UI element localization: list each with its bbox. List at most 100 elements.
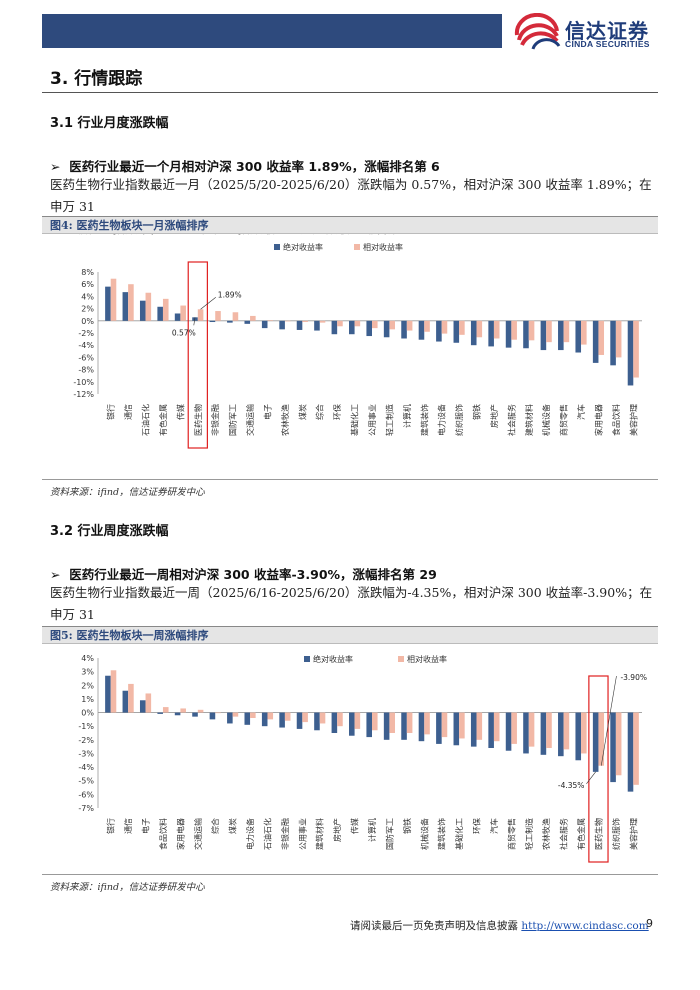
category-label: 基础化工 <box>350 404 360 436</box>
weekly-para-line1: 医药生物行业指数最近一周（2025/6/16-2025/6/20）涨跌幅为-4.… <box>50 585 653 622</box>
monthly-bullet: ➢ 医药行业最近一个月相对沪深 300 收益率 1.89%，涨幅排名第 6 <box>50 156 440 175</box>
bar-absolute <box>453 320 460 343</box>
legend-swatch <box>274 244 280 250</box>
bar-absolute <box>139 300 146 321</box>
bar-relative <box>302 320 308 323</box>
category-label: 电力设备 <box>437 404 447 436</box>
bar-absolute <box>279 712 285 728</box>
category-label: 社会服务 <box>506 404 516 436</box>
bar-absolute <box>296 320 303 330</box>
y-tick-label: -2% <box>78 329 94 338</box>
category-label: 汽车 <box>489 818 499 834</box>
bar-absolute <box>592 712 599 772</box>
bar-absolute <box>209 320 216 323</box>
logo-text-cn: 信达证券 <box>565 19 649 43</box>
annotation-leader <box>586 771 596 785</box>
weekly-bar-chart: 绝对收益率 相对收益率 4% 3% 2% 1% 0% -1% -2% -3% -4% -5% -6% -7… <box>78 654 647 863</box>
bar-absolute <box>366 320 372 337</box>
section-title: 3. 行情跟踪 <box>50 69 143 89</box>
bar-absolute <box>488 320 494 347</box>
bar-absolute <box>558 712 564 757</box>
annotation-absolute: -4.35% <box>558 781 585 790</box>
bar-absolute <box>157 712 163 714</box>
bar-absolute <box>139 700 146 713</box>
bar-absolute <box>157 306 163 321</box>
bar-relative <box>284 712 291 721</box>
bar-relative <box>581 712 587 754</box>
y-tick-label: 1% <box>81 695 94 704</box>
weekly-bullet: ➢ 医药行业最近一周相对沪深 300 收益率-3.90%，涨幅排名第 29 <box>50 564 437 583</box>
category-label: 煤炭 <box>297 404 307 420</box>
y-tick-label: 6% <box>81 280 94 289</box>
bar-absolute <box>470 712 477 747</box>
y-tick-label: -10% <box>73 378 94 387</box>
bar-relative <box>267 320 274 321</box>
annotation-relative: -3.90% <box>620 673 647 682</box>
category-label: 家用电器 <box>175 818 185 850</box>
bar-absolute <box>261 320 268 329</box>
category-label: 商贸零售 <box>559 404 569 436</box>
section-divider <box>42 92 658 93</box>
footer-link[interactable]: http://www.cindasc.com <box>521 920 649 932</box>
bar-relative <box>459 320 465 335</box>
category-label: 煤炭 <box>228 818 238 834</box>
bar-absolute <box>523 320 529 349</box>
bar-absolute <box>296 712 303 729</box>
bar-relative <box>145 292 152 321</box>
category-label: 食品饮料 <box>611 404 621 436</box>
y-tick-label: -1% <box>78 722 94 731</box>
company-logo: 信达证券 CINDA SECURITIES <box>513 12 688 53</box>
bar-absolute <box>540 320 547 351</box>
y-tick-label: -4% <box>78 763 94 772</box>
category-label: 商贸零售 <box>506 818 516 850</box>
bar-relative <box>250 712 256 718</box>
bar-relative <box>145 693 152 713</box>
bar-relative <box>563 320 570 343</box>
bar-relative <box>302 712 308 723</box>
bar-absolute <box>627 712 634 792</box>
bar-absolute <box>575 712 582 761</box>
weekly-figure-caption: 图5: 医药生物板块一周涨幅排序 <box>42 626 658 644</box>
bar-relative <box>476 320 483 338</box>
category-label: 通信 <box>123 818 133 834</box>
bar-absolute <box>105 286 111 321</box>
y-tick-label: -6% <box>78 790 94 799</box>
bar-relative <box>232 712 239 717</box>
bar-absolute <box>244 712 251 725</box>
category-label: 美容护理 <box>628 818 638 850</box>
bar-relative <box>563 712 570 750</box>
y-tick-label: -6% <box>78 353 94 362</box>
footer-disclaimer: 请阅读最后一页免责声明及信息披露 http://www.cindasc.com <box>350 918 649 933</box>
footer-text: 请阅读最后一页免责声明及信息披露 <box>350 920 518 932</box>
category-label: 农林牧渔 <box>541 818 551 850</box>
bar-absolute <box>314 320 320 331</box>
y-tick-label: 3% <box>81 668 94 677</box>
bar-absolute <box>209 712 216 720</box>
bar-relative <box>581 320 587 345</box>
bar-absolute <box>401 712 407 740</box>
category-label: 有色金属 <box>158 404 168 436</box>
bar-absolute <box>122 690 129 713</box>
monthly-bullet-text: 医药行业最近一个月相对沪深 300 收益率 1.89%，涨幅排名第 6 <box>69 159 440 174</box>
bar-relative <box>197 309 204 321</box>
bar-relative <box>546 320 552 343</box>
category-label: 汽车 <box>576 404 586 420</box>
bar-absolute <box>610 712 616 783</box>
bar-relative <box>180 708 186 713</box>
highlight-box <box>588 675 609 863</box>
category-label: 计算机 <box>402 404 412 428</box>
logo-emblem-icon <box>514 12 561 50</box>
category-label: 纺织服饰 <box>454 404 464 436</box>
y-tick-label: 4% <box>81 654 94 663</box>
bar-absolute <box>575 320 582 353</box>
bullet-arrow-icon: ➢ <box>50 159 70 174</box>
category-label: 机械设备 <box>541 404 551 436</box>
y-tick-label: -3% <box>78 749 94 758</box>
bar-absolute <box>192 712 198 717</box>
bar-relative <box>197 709 204 713</box>
bar-absolute <box>279 320 285 330</box>
category-label: 公用事业 <box>297 818 307 850</box>
bar-relative <box>267 712 274 720</box>
bar-absolute <box>174 712 181 716</box>
y-tick-label: 0% <box>81 317 94 326</box>
